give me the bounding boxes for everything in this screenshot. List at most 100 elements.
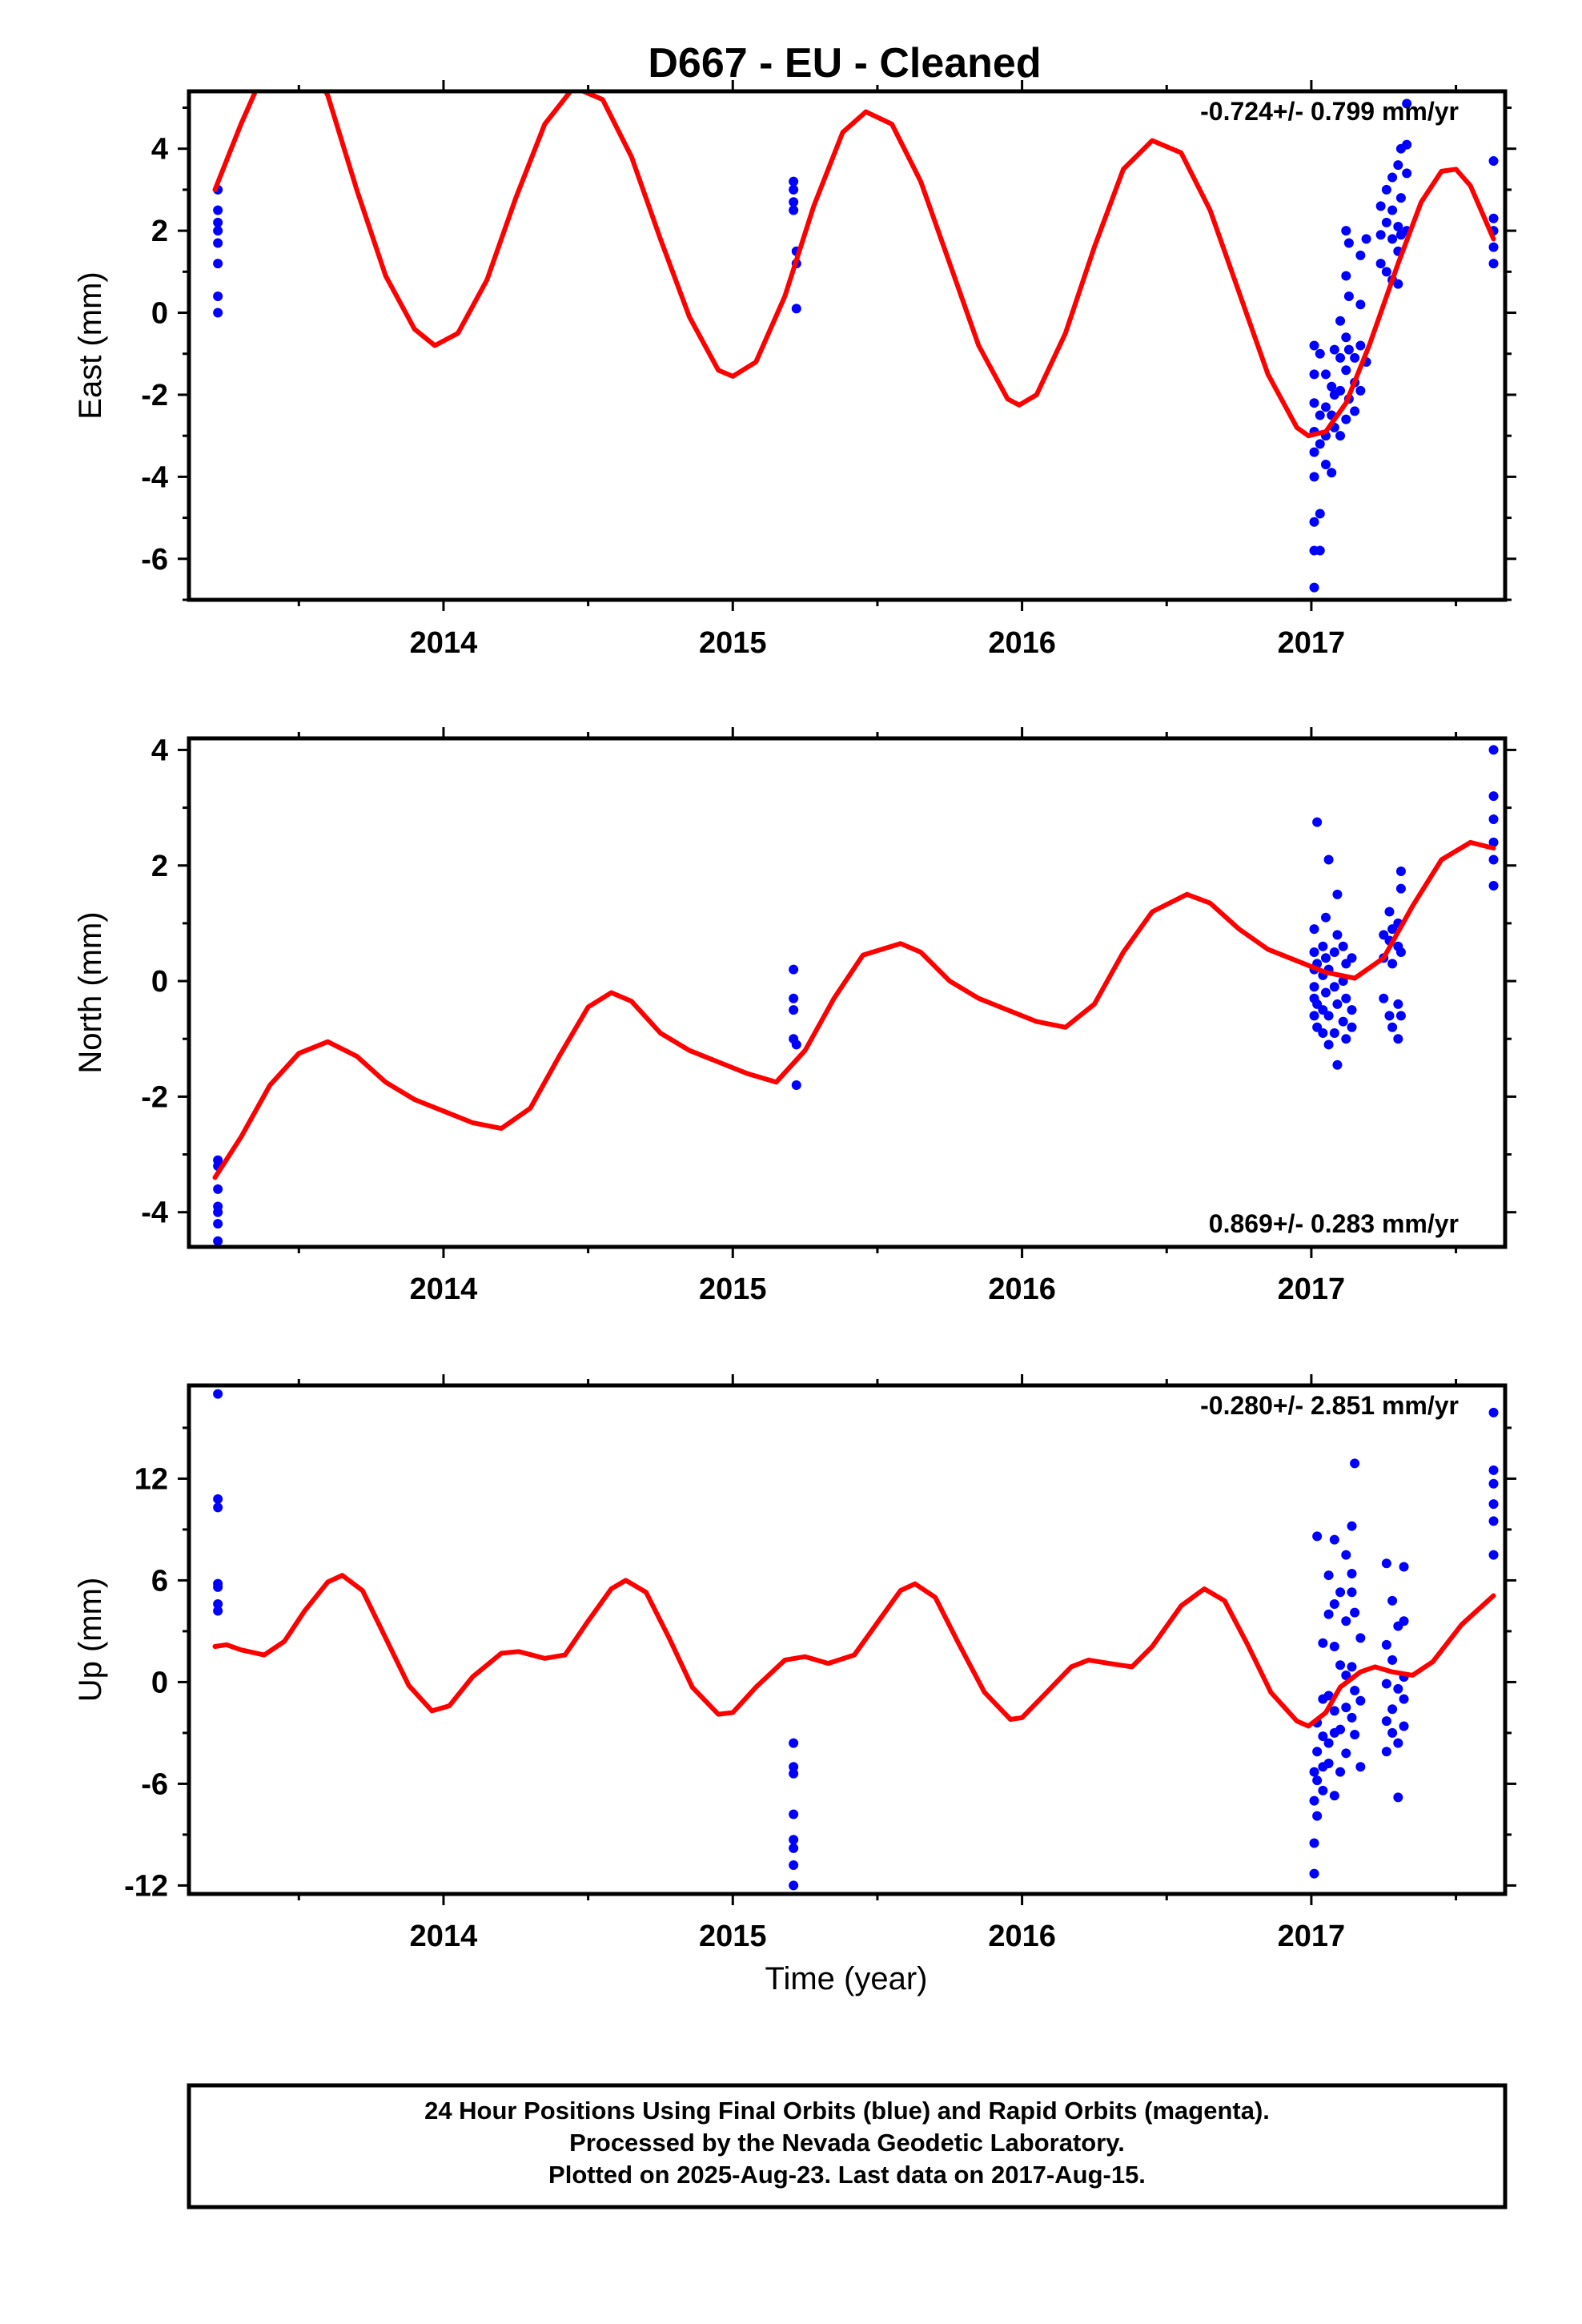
data-point [1343, 344, 1354, 355]
y-tick-label: 6 [151, 1564, 168, 1598]
data-point [1309, 369, 1319, 380]
y-tick-label: 0 [151, 1666, 168, 1699]
data-point [1309, 982, 1319, 992]
data-point [1341, 365, 1351, 376]
x-axis-label: Time (year) [765, 1961, 928, 1996]
data-point [1347, 1521, 1357, 1531]
data-point [789, 1762, 799, 1772]
data-point [1347, 1587, 1357, 1598]
data-point [1350, 1730, 1360, 1740]
data-point [789, 1880, 799, 1891]
data-point [1335, 1660, 1346, 1671]
data-point [1309, 1795, 1319, 1806]
data-point [1309, 447, 1319, 457]
data-point [1309, 924, 1319, 935]
model-fit-line [212, 91, 1496, 439]
data-point [789, 1768, 799, 1779]
data-point [1312, 1811, 1323, 1821]
data-point [1393, 1792, 1403, 1803]
data-point [1309, 1838, 1319, 1848]
data-point [1341, 1703, 1351, 1713]
data-point [1402, 139, 1412, 150]
data-point [1315, 439, 1325, 449]
data-point [1350, 1458, 1360, 1469]
data-point [1381, 184, 1391, 195]
plot-area-east [212, 91, 1499, 593]
data-point [1332, 999, 1343, 1009]
data-point [1329, 1791, 1339, 1801]
data-point [791, 1080, 801, 1090]
data-point [1488, 156, 1499, 167]
data-point [1329, 1028, 1339, 1039]
panel-north: 2014 2015 2016 2017 -4 -2 0 2 4 North (mm) 0.869+/… [73, 727, 1516, 1306]
data-point [1335, 1587, 1346, 1598]
data-point [213, 308, 223, 318]
data-point [789, 197, 799, 207]
data-point [1488, 1499, 1499, 1510]
data-point [1395, 947, 1406, 957]
data-point [1309, 1767, 1319, 1777]
data-point [1341, 332, 1351, 343]
data-point [1399, 1694, 1409, 1704]
data-point [1323, 1011, 1334, 1021]
data-point [1355, 250, 1366, 260]
data-point [1329, 982, 1339, 992]
data-point [791, 304, 801, 314]
data-point [1393, 999, 1403, 1009]
y-axis-label-east: East (mm) [73, 271, 108, 419]
y-tick-label: 12 [135, 1462, 168, 1496]
data-point [213, 1606, 223, 1616]
model-fit-line [212, 1573, 1496, 1729]
data-point [1323, 1759, 1334, 1769]
data-point [213, 259, 223, 269]
y-axis-label-up: Up (mm) [73, 1578, 108, 1703]
data-point [1341, 414, 1351, 424]
data-point [1399, 1616, 1409, 1626]
data-point [1309, 398, 1319, 408]
data-point [1355, 1762, 1366, 1772]
data-point [1375, 201, 1386, 211]
y-tick-label: 0 [151, 965, 168, 999]
plot-frame-north [187, 736, 1508, 1249]
data-point [1387, 205, 1398, 215]
data-point [213, 226, 223, 236]
data-point [1329, 1599, 1339, 1610]
data-point [1395, 1011, 1406, 1021]
data-point [1355, 340, 1366, 351]
data-point [1381, 1558, 1391, 1569]
data-point [1315, 545, 1325, 556]
data-point [213, 217, 223, 227]
data-point [789, 1843, 799, 1853]
chart-title: D667 - EU - Cleaned [648, 40, 1041, 86]
data-point [1347, 953, 1357, 963]
data-point [213, 205, 223, 215]
data-point [1402, 99, 1412, 109]
data-point [1323, 854, 1334, 865]
data-point [1350, 352, 1360, 363]
footer-line-3: Plotted on 2025-Aug-23. Last data on 201… [548, 2161, 1146, 2189]
rate-label-up: -0.280+/- 2.851 mm/yr [1200, 1391, 1459, 1420]
data-point [1381, 1679, 1391, 1689]
x-tick-label: 2014 [410, 1273, 478, 1306]
data-point [1395, 193, 1406, 203]
x-tick-label: 2014 [410, 626, 478, 660]
data-point [1381, 1716, 1391, 1727]
data-point [1343, 292, 1354, 302]
y-tick-label: -2 [141, 1080, 168, 1114]
data-point [789, 1860, 799, 1871]
data-point [789, 1005, 799, 1015]
footer-box [187, 2083, 1508, 2209]
data-point [789, 964, 799, 975]
data-point [1347, 1662, 1357, 1672]
data-point [1350, 1686, 1360, 1695]
data-point [1347, 1005, 1357, 1015]
data-point [1384, 1011, 1395, 1021]
data-point [1393, 1034, 1403, 1044]
data-point [1387, 1655, 1398, 1665]
rate-label-east: -0.724+/- 0.799 mm/yr [1200, 97, 1459, 126]
data-point [1335, 431, 1346, 441]
data-point [1381, 1747, 1391, 1757]
data-point [213, 1389, 223, 1399]
data-point [1309, 340, 1319, 351]
data-point [1355, 1695, 1366, 1706]
